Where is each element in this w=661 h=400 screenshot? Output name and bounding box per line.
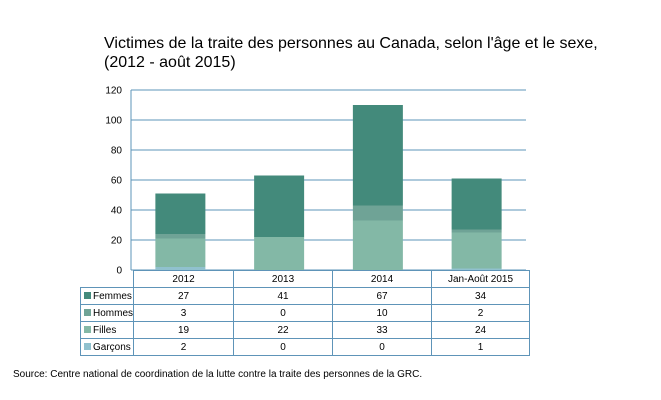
table-cell: 2 [133,338,235,356]
table-row: Hommes 3 0 10 2 [79,304,531,322]
bar-segment [451,268,502,270]
legend-swatch [84,325,91,333]
bar-segment [352,105,403,206]
y-tick-label: 20 [111,236,123,247]
table-cell: 34 [431,287,531,305]
bar-segment [451,232,502,269]
y-tick-label: 100 [105,116,122,127]
bar-segment [451,178,502,230]
bar-segment [155,234,206,239]
chart-title: Victimes de la traite des personnes au C… [104,35,598,71]
bar-segment [451,229,502,233]
table-cell: 3 [133,304,235,322]
table-cell: 2 [431,304,531,322]
table-cell: 19 [133,321,235,339]
bar-segment [155,193,206,234]
bar-segment [155,267,206,270]
bars [155,105,502,270]
table-header-row: 2012 2013 2014 Jan-Août 2015 [80,270,531,288]
table-cell: 27 [133,287,235,305]
bar-segment [155,238,206,267]
category-header: Jan-Août 2015 [431,270,531,288]
table-corner [80,270,135,288]
bar-segment [352,205,403,221]
category-header: 2014 [332,270,433,288]
table-cell: 0 [332,338,433,356]
table-row: Femmes 27 41 67 34 [79,287,531,305]
series-label: Femmes [79,287,135,305]
category-header: 2012 [133,270,235,288]
legend-swatch [84,291,91,299]
table-cell: 22 [233,321,334,339]
category-header: 2013 [233,270,334,288]
series-label: Hommes [79,304,135,322]
y-tick-label: 60 [111,176,123,187]
legend-swatch [84,342,91,350]
table-cell: 10 [332,304,433,322]
bar-segment [254,175,305,237]
table-row: Filles 19 22 33 24 [79,321,531,339]
table-cell: 0 [233,304,334,322]
table-cell: 24 [431,321,531,339]
source-note: Source: Centre national de coordination … [13,369,423,380]
table-row: Garçons 2 0 0 1 [79,338,531,356]
table-cell: 67 [332,287,433,305]
series-name: Femmes [93,290,132,302]
table-cell: 1 [431,338,531,356]
table-cell: 41 [233,287,334,305]
y-tick-label: 40 [111,206,123,217]
table-cell: 0 [233,338,334,356]
series-label: Garçons [79,338,135,356]
series-name: Garçons [93,341,131,353]
y-tick-label: 80 [111,146,123,157]
bar-segment [254,237,305,270]
series-name: Filles [93,324,117,336]
legend-swatch [84,308,91,316]
table-cell: 33 [332,321,433,339]
series-name: Hommes [93,307,134,319]
y-tick-label: 120 [105,86,122,97]
bar-segment [352,220,403,270]
series-label: Filles [79,321,135,339]
data-table: 2012 2013 2014 Jan-Août 2015 Femmes 27 4… [79,270,531,356]
